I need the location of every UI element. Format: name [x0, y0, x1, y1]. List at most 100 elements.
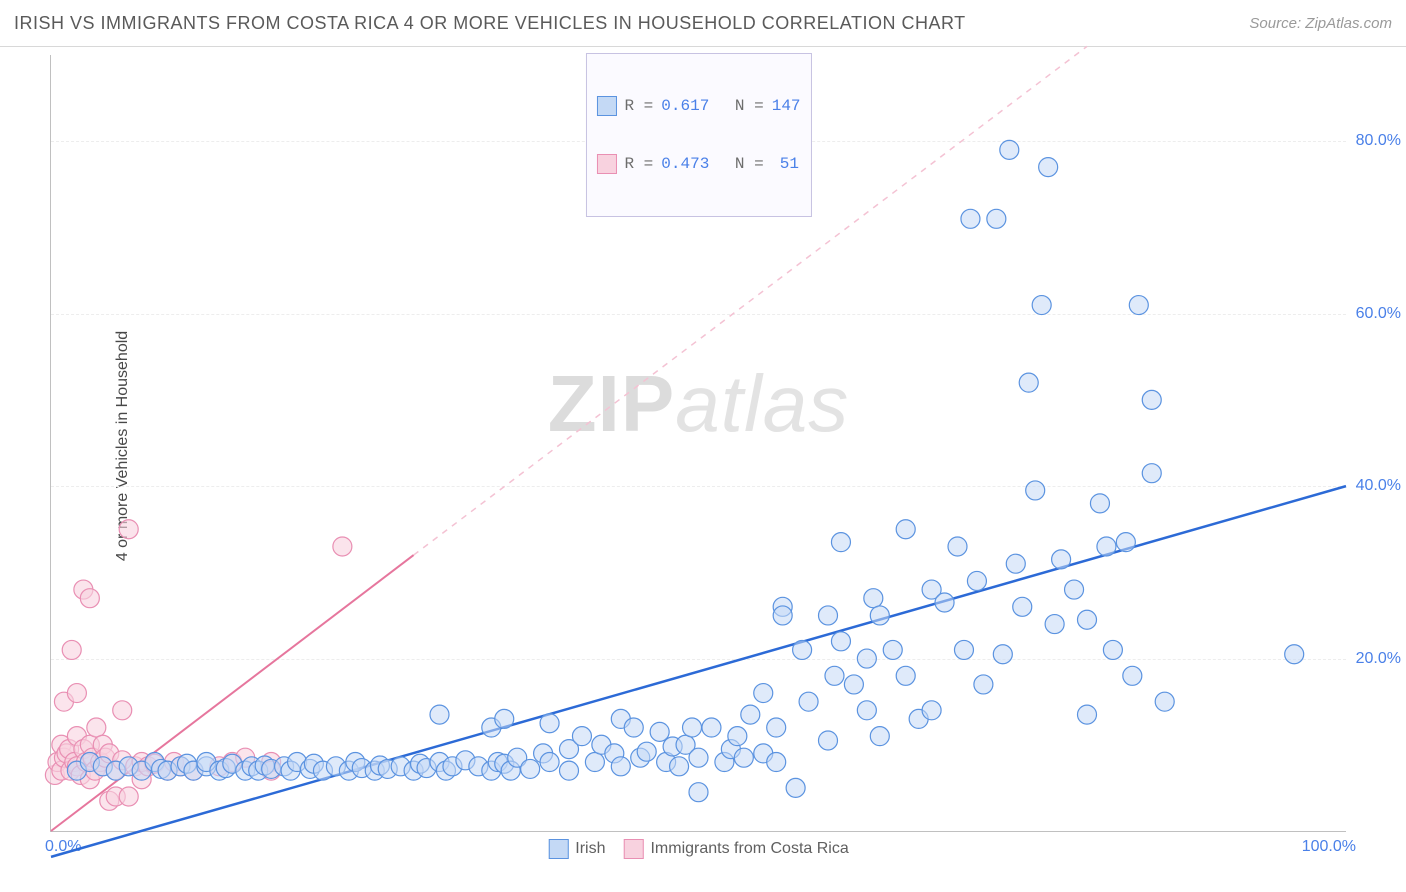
data-point [702, 718, 721, 737]
data-point [786, 778, 805, 797]
data-point [896, 666, 915, 685]
data-point [967, 571, 986, 590]
data-point [1129, 296, 1148, 315]
data-point [948, 537, 967, 556]
data-point [870, 606, 889, 625]
data-point [864, 589, 883, 608]
x-tick-100: 100.0% [1302, 838, 1356, 856]
data-point [857, 701, 876, 720]
data-point [993, 645, 1012, 664]
data-point [819, 731, 838, 750]
swatch-irish [548, 839, 568, 859]
data-point [624, 718, 643, 737]
data-point [793, 640, 812, 659]
data-point [495, 709, 514, 728]
data-point [650, 722, 669, 741]
data-point [1103, 640, 1122, 659]
data-point [67, 684, 86, 703]
data-point [572, 727, 591, 746]
data-point [728, 727, 747, 746]
data-point [1013, 597, 1032, 616]
data-point [689, 783, 708, 802]
chart-title: IRISH VS IMMIGRANTS FROM COSTA RICA 4 OR… [14, 13, 966, 34]
data-point [1032, 296, 1051, 315]
trend-line [414, 46, 1087, 555]
data-point [1123, 666, 1142, 685]
data-point [844, 675, 863, 694]
data-point [896, 520, 915, 539]
data-point [1000, 140, 1019, 159]
data-point [113, 701, 132, 720]
data-point [831, 632, 850, 651]
data-point [560, 761, 579, 780]
legend-label-costa-rica: Immigrants from Costa Rica [650, 840, 848, 858]
y-tick-label: 40.0% [1356, 477, 1401, 495]
data-point [773, 606, 792, 625]
legend-costa-rica: Immigrants from Costa Rica [623, 839, 848, 859]
data-point [734, 748, 753, 767]
data-point [670, 757, 689, 776]
legend-irish: Irish [548, 839, 605, 859]
trend-line [51, 555, 414, 831]
swatch-costa-rica [623, 839, 643, 859]
data-point [1116, 533, 1135, 552]
data-point [1155, 692, 1174, 711]
data-point [1026, 481, 1045, 500]
data-point [1090, 494, 1109, 513]
data-point [683, 718, 702, 737]
data-point [1045, 615, 1064, 634]
data-point [1019, 373, 1038, 392]
data-point [119, 787, 138, 806]
data-point [961, 209, 980, 228]
data-point [767, 753, 786, 772]
data-point [825, 666, 844, 685]
data-point [870, 727, 889, 746]
data-point [883, 640, 902, 659]
data-point [1065, 580, 1084, 599]
data-point [87, 718, 106, 737]
data-point [540, 753, 559, 772]
data-point [741, 705, 760, 724]
series-legend: Irish Immigrants from Costa Rica [548, 839, 849, 859]
data-point [80, 589, 99, 608]
data-point [119, 520, 138, 539]
data-point [974, 675, 993, 694]
data-point [540, 714, 559, 733]
data-point [521, 759, 540, 778]
data-point [819, 606, 838, 625]
data-point [857, 649, 876, 668]
data-point [1039, 158, 1058, 177]
scatter-svg [51, 55, 1346, 831]
data-point [1078, 610, 1097, 629]
data-point [767, 718, 786, 737]
data-point [1097, 537, 1116, 556]
source-value: ZipAtlas.com [1305, 15, 1392, 32]
data-point [585, 753, 604, 772]
data-point [1142, 390, 1161, 409]
data-point [1078, 705, 1097, 724]
data-point [430, 705, 449, 724]
data-point [922, 701, 941, 720]
data-point [62, 640, 81, 659]
data-point [333, 537, 352, 556]
data-point [954, 640, 973, 659]
data-point [637, 742, 656, 761]
y-tick-label: 60.0% [1356, 305, 1401, 323]
chart-source: Source: ZipAtlas.com [1249, 15, 1392, 32]
y-tick-label: 20.0% [1356, 650, 1401, 668]
data-point [611, 757, 630, 776]
data-point [754, 684, 773, 703]
data-point [1006, 554, 1025, 573]
y-tick-label: 80.0% [1356, 132, 1401, 150]
source-label: Source: [1249, 15, 1305, 32]
plot-area: ZIPatlas 0.0% 100.0% R = 0.617 N = 147 R… [50, 55, 1346, 832]
data-point [1285, 645, 1304, 664]
data-point [1142, 464, 1161, 483]
legend-label-irish: Irish [575, 840, 605, 858]
data-point [935, 593, 954, 612]
data-point [689, 748, 708, 767]
chart-header: IRISH VS IMMIGRANTS FROM COSTA RICA 4 OR… [0, 0, 1406, 47]
data-point [1052, 550, 1071, 569]
data-point [799, 692, 818, 711]
data-point [831, 533, 850, 552]
